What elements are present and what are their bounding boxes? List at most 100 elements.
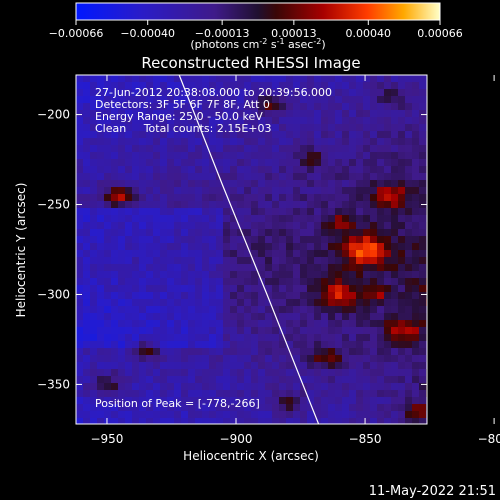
heatmap-cell bbox=[398, 166, 405, 173]
heatmap-cell bbox=[132, 285, 139, 292]
heatmap-cell bbox=[258, 166, 265, 173]
heatmap-cell bbox=[328, 75, 335, 82]
heatmap-cell bbox=[300, 397, 307, 404]
heatmap-cell bbox=[328, 285, 335, 292]
heatmap-cell bbox=[405, 313, 412, 320]
heatmap-cell bbox=[125, 390, 132, 397]
heatmap-cell bbox=[216, 131, 223, 138]
heatmap-cell bbox=[265, 257, 272, 264]
heatmap-cell bbox=[342, 152, 349, 159]
heatmap-cell bbox=[125, 313, 132, 320]
heatmap-cell bbox=[132, 110, 139, 117]
heatmap-cell bbox=[377, 334, 384, 341]
heatmap-cell bbox=[90, 320, 97, 327]
heatmap-cell bbox=[349, 117, 356, 124]
heatmap-cell bbox=[139, 292, 146, 299]
heatmap-cell bbox=[188, 131, 195, 138]
heatmap-cell bbox=[97, 292, 104, 299]
heatmap-cell bbox=[188, 138, 195, 145]
heatmap-cell bbox=[314, 404, 321, 411]
heatmap-cell bbox=[293, 306, 300, 313]
heatmap-cell bbox=[153, 369, 160, 376]
heatmap-cell bbox=[328, 180, 335, 187]
heatmap-cell bbox=[314, 208, 321, 215]
heatmap-cell bbox=[356, 124, 363, 131]
heatmap-cell bbox=[202, 355, 209, 362]
heatmap-cell bbox=[90, 369, 97, 376]
heatmap-cell bbox=[118, 292, 125, 299]
heatmap-cell bbox=[118, 306, 125, 313]
heatmap-cell bbox=[146, 75, 153, 82]
heatmap-cell bbox=[272, 397, 279, 404]
heatmap-cell bbox=[223, 404, 230, 411]
heatmap-cell bbox=[300, 264, 307, 271]
heatmap-cell bbox=[286, 96, 293, 103]
heatmap-cell bbox=[265, 82, 272, 89]
heatmap-cell bbox=[321, 166, 328, 173]
heatmap-cell bbox=[174, 362, 181, 369]
heatmap-cell bbox=[223, 124, 230, 131]
heatmap-cell bbox=[419, 138, 426, 145]
heatmap-cell bbox=[195, 334, 202, 341]
heatmap-cell bbox=[230, 117, 237, 124]
heatmap-cell bbox=[160, 306, 167, 313]
heatmap-cell bbox=[384, 124, 391, 131]
heatmap-cell bbox=[167, 152, 174, 159]
heatmap-cell bbox=[384, 383, 391, 390]
heatmap-cell bbox=[412, 138, 419, 145]
heatmap-cell bbox=[90, 208, 97, 215]
heatmap-cell bbox=[279, 418, 286, 424]
heatmap-cell bbox=[405, 96, 412, 103]
heatmap-cell bbox=[363, 201, 370, 208]
heatmap-cell bbox=[83, 131, 90, 138]
heatmap-cell bbox=[216, 264, 223, 271]
heatmap-cell bbox=[335, 299, 342, 306]
heatmap-cell bbox=[209, 264, 216, 271]
heatmap-cell bbox=[153, 306, 160, 313]
y-axis-ticks: −200−250−300−350 bbox=[37, 108, 427, 391]
heatmap-cell bbox=[251, 187, 258, 194]
heatmap-cell bbox=[307, 264, 314, 271]
heatmap-cell bbox=[328, 103, 335, 110]
heatmap-cell bbox=[286, 320, 293, 327]
heatmap-cell bbox=[370, 285, 377, 292]
heatmap-cell bbox=[139, 334, 146, 341]
heatmap-cell bbox=[251, 348, 258, 355]
heatmap-cell bbox=[76, 103, 83, 110]
heatmap-cell bbox=[195, 278, 202, 285]
heatmap-cell bbox=[398, 145, 405, 152]
heatmap-cell bbox=[370, 96, 377, 103]
heatmap-cell bbox=[412, 222, 419, 229]
heatmap-cell bbox=[398, 173, 405, 180]
heatmap-cell bbox=[83, 306, 90, 313]
heatmap-cell bbox=[363, 257, 370, 264]
heatmap-cell bbox=[139, 236, 146, 243]
heatmap-cell bbox=[237, 187, 244, 194]
heatmap-cell bbox=[405, 208, 412, 215]
heatmap-cell bbox=[230, 96, 237, 103]
heatmap-cell bbox=[139, 285, 146, 292]
heatmap-cell bbox=[384, 320, 391, 327]
heatmap-cell bbox=[188, 264, 195, 271]
heatmap-cell bbox=[405, 166, 412, 173]
heatmap-cell bbox=[300, 166, 307, 173]
heatmap-cell bbox=[335, 257, 342, 264]
heatmap-cell bbox=[286, 124, 293, 131]
heatmap-cell bbox=[111, 362, 118, 369]
heatmap-cell bbox=[363, 236, 370, 243]
heatmap-cell bbox=[97, 75, 104, 82]
heatmap-cell bbox=[342, 117, 349, 124]
heatmap-cell bbox=[125, 208, 132, 215]
heatmap-cell bbox=[419, 285, 426, 292]
heatmap-cell bbox=[391, 257, 398, 264]
heatmap-cell bbox=[111, 411, 118, 418]
heatmap-cell bbox=[83, 285, 90, 292]
heatmap-cell bbox=[300, 82, 307, 89]
heatmap-cell bbox=[293, 278, 300, 285]
heatmap-cell bbox=[111, 229, 118, 236]
heatmap-cell bbox=[384, 411, 391, 418]
heatmap-cell bbox=[279, 166, 286, 173]
heatmap-cell bbox=[195, 348, 202, 355]
heatmap-cell bbox=[384, 145, 391, 152]
